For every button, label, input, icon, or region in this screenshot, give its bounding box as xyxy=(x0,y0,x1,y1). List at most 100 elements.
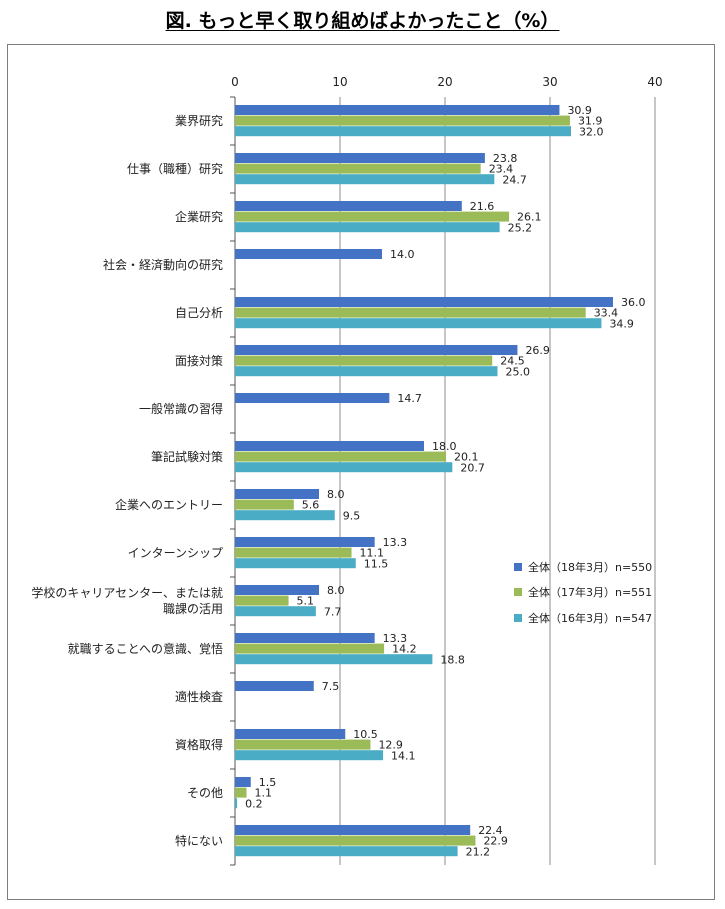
category-label: 社会・経済動向の研究 xyxy=(103,257,223,272)
data-label: 26.1 xyxy=(517,211,542,224)
data-label: 22.9 xyxy=(483,835,508,848)
bar xyxy=(235,750,384,761)
category-label: 学校のキャリアセンター、または就 xyxy=(31,585,223,600)
data-label: 31.9 xyxy=(578,115,603,128)
bar xyxy=(235,606,316,617)
bar xyxy=(235,510,335,521)
bar xyxy=(235,345,518,355)
data-label: 24.7 xyxy=(502,173,526,186)
data-label: 25.2 xyxy=(508,221,532,234)
data-label: 1.1 xyxy=(255,787,272,800)
bar xyxy=(235,489,319,499)
bar xyxy=(235,547,352,558)
data-label: 30.9 xyxy=(567,104,592,117)
bar xyxy=(235,729,346,739)
bar xyxy=(235,451,447,462)
bar xyxy=(235,115,570,126)
bar xyxy=(235,318,602,329)
data-label: 7.5 xyxy=(322,680,340,693)
x-tick-label: 20 xyxy=(437,75,452,89)
category-label: インターンシップ xyxy=(128,546,223,560)
bar xyxy=(235,163,481,174)
category-label: 面接対策 xyxy=(175,353,223,368)
category-label: 企業研究 xyxy=(175,209,223,224)
bar xyxy=(235,355,493,366)
data-label: 14.7 xyxy=(397,392,422,405)
data-label: 20.7 xyxy=(460,461,485,474)
category-label: 職課の活用 xyxy=(163,601,223,616)
bar xyxy=(235,105,560,115)
bar xyxy=(235,595,289,606)
bar xyxy=(235,585,319,595)
data-label: 23.8 xyxy=(493,152,518,165)
bar xyxy=(235,654,433,665)
data-label: 21.2 xyxy=(466,845,491,858)
x-axis-ticks: 0 10 20 30 40 xyxy=(231,75,662,89)
legend-label: 全体（16年3月）n=547 xyxy=(528,611,652,625)
data-label: 0.2 xyxy=(245,797,263,810)
bar xyxy=(235,739,371,750)
data-label: 33.4 xyxy=(594,307,619,320)
category-label: 企業へのエントリー xyxy=(115,497,223,512)
bar xyxy=(235,558,356,569)
category-label: 適性検査 xyxy=(175,689,223,704)
bar xyxy=(235,249,382,259)
bar xyxy=(235,643,385,654)
bar xyxy=(235,499,294,510)
data-label: 26.9 xyxy=(525,344,550,357)
bar xyxy=(235,153,485,163)
bar xyxy=(235,537,375,547)
x-tick-label: 40 xyxy=(647,75,662,89)
data-label: 23.4 xyxy=(489,163,514,176)
bar xyxy=(235,633,375,643)
category-label: 自己分析 xyxy=(175,306,223,320)
bar xyxy=(235,201,462,211)
data-label: 14.0 xyxy=(390,248,415,261)
bar xyxy=(235,825,471,835)
bar xyxy=(235,846,458,857)
bars: 30.931.932.0 23.823.424.7 21.6 26.125.2 14.0… xyxy=(235,104,646,858)
bar xyxy=(235,297,613,307)
legend-label: 全体（18年3月）n=550 xyxy=(528,560,652,574)
data-label: 21.6 xyxy=(470,200,495,213)
data-label: 25.0 xyxy=(506,365,531,378)
data-label: 7.7 xyxy=(324,605,342,618)
bar xyxy=(235,211,510,222)
chart-frame xyxy=(7,44,715,900)
x-tick-label: 0 xyxy=(231,75,239,89)
legend-label: 全体（17年3月）n=551 xyxy=(528,585,652,599)
bar xyxy=(235,835,476,846)
bar xyxy=(235,777,251,787)
data-label: 10.5 xyxy=(353,728,378,741)
category-label: 筆記試験対策 xyxy=(151,449,223,464)
category-label: 就職することへの意識、覚悟 xyxy=(68,641,223,656)
data-label: 11.5 xyxy=(364,557,389,570)
data-label: 24.5 xyxy=(500,355,525,368)
bar xyxy=(235,366,498,377)
category-label: 資格取得 xyxy=(175,737,223,752)
data-label: 5.1 xyxy=(297,595,315,608)
data-label: 14.2 xyxy=(392,643,417,656)
category-labels: 業界研究仕事（職種）研究企業研究社会・経済動向の研究自己分析面接対策一般常識の習… xyxy=(31,113,223,848)
category-label: 特にない xyxy=(175,833,223,848)
data-label: 11.1 xyxy=(360,547,385,560)
bar xyxy=(235,222,500,233)
legend: 全体（18年3月）n=550 全体（17年3月）n=551 全体（16年3月）n=5… xyxy=(514,560,652,625)
bar xyxy=(235,787,247,798)
data-label: 1.5 xyxy=(259,776,277,789)
data-label: 5.6 xyxy=(302,499,320,512)
data-label: 14.1 xyxy=(391,749,416,762)
data-label: 18.8 xyxy=(440,653,465,666)
bar xyxy=(235,681,314,691)
data-label: 20.1 xyxy=(454,451,479,464)
legend-swatch xyxy=(514,614,522,622)
chart-title: 図. もっと早く取り組めばよかったこと（%） xyxy=(165,10,560,32)
x-tick-label: 10 xyxy=(332,75,347,89)
category-label: 一般常識の習得 xyxy=(139,401,223,416)
bar xyxy=(235,174,495,185)
bar xyxy=(235,798,238,809)
bar xyxy=(235,307,586,318)
data-label: 9.5 xyxy=(343,509,361,522)
data-label: 34.9 xyxy=(609,317,634,330)
